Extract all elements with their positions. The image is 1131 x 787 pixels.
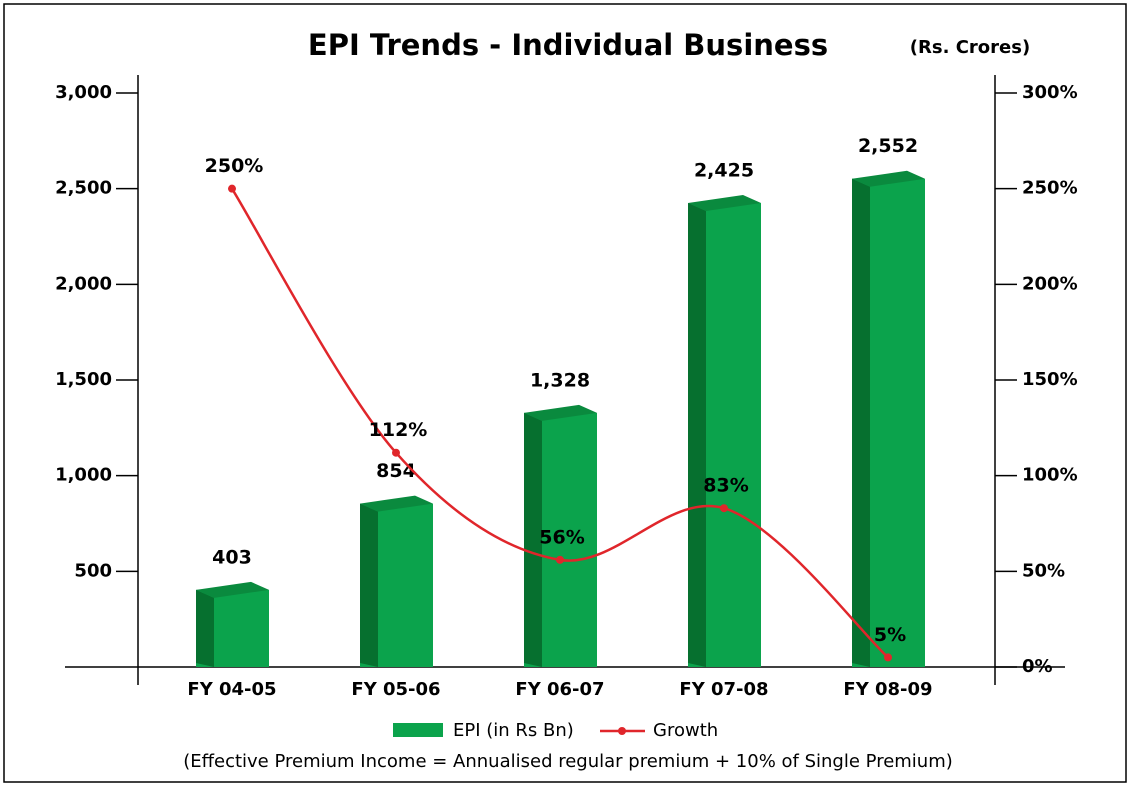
legend-swatch <box>618 727 626 735</box>
growth-value-label: 5% <box>874 624 906 646</box>
x-tick-label: FY 06-07 <box>515 679 604 700</box>
growth-value-label: 56% <box>539 526 584 548</box>
bar-side <box>196 589 214 667</box>
bar-top <box>196 581 269 598</box>
bar-top <box>524 404 597 421</box>
bar-value-label: 1,328 <box>530 369 590 391</box>
y2-tick-label: 100% <box>1022 465 1078 486</box>
bar-side <box>688 203 706 667</box>
chart-title: EPI Trends - Individual Business <box>308 28 828 62</box>
growth-value-label: 83% <box>703 475 748 497</box>
bar-value-label: 854 <box>376 460 416 482</box>
legend-label: EPI (in Rs Bn) <box>453 720 574 741</box>
growth-point <box>884 653 892 662</box>
y2-tick-label: 150% <box>1022 369 1078 390</box>
x-tick-label: FY 04-05 <box>187 679 276 700</box>
legend-label: Growth <box>653 720 718 741</box>
y2-tick-label: 250% <box>1022 178 1078 199</box>
footnote: (Effective Premium Income = Annualised r… <box>183 751 953 772</box>
y-tick-label: 500 <box>74 560 112 581</box>
growth-value-label: 112% <box>369 419 428 441</box>
bar-top <box>688 195 761 212</box>
y-tick-label: 2,000 <box>55 273 112 294</box>
bar-value-label: 2,425 <box>694 160 754 182</box>
bar-top <box>360 495 433 512</box>
y2-tick-label: 300% <box>1022 82 1078 103</box>
y-tick-label: 1,500 <box>55 369 112 390</box>
growth-point <box>556 555 564 564</box>
y2-tick-label: 50% <box>1022 560 1065 581</box>
x-tick-label: FY 05-06 <box>351 679 440 700</box>
y-tick-label: 3,000 <box>55 82 112 103</box>
bar-top <box>852 170 925 187</box>
growth-point <box>720 504 728 513</box>
bar-side <box>360 503 378 667</box>
bar-side <box>524 412 542 667</box>
x-tick-label: FY 07-08 <box>679 679 768 700</box>
growth-point <box>228 184 236 193</box>
growth-point <box>392 448 400 457</box>
bar-value-label: 2,552 <box>858 135 918 157</box>
bar-side <box>852 178 870 667</box>
y2-tick-label: 200% <box>1022 273 1078 294</box>
x-tick-label: FY 08-09 <box>843 679 932 700</box>
legend-swatch <box>393 723 443 737</box>
growth-value-label: 250% <box>205 155 264 177</box>
y-tick-label: 2,500 <box>55 178 112 199</box>
y2-tick-label: 0% <box>1022 656 1053 677</box>
chart-subtitle: (Rs. Crores) <box>910 37 1030 58</box>
y-tick-label: 1,000 <box>55 465 112 486</box>
bar-value-label: 403 <box>212 546 252 568</box>
